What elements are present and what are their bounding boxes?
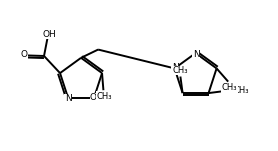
Text: O: O [90, 93, 97, 102]
Text: CH₃: CH₃ [234, 86, 249, 95]
Text: O: O [20, 50, 27, 59]
Text: N: N [193, 50, 200, 59]
Text: N: N [172, 63, 178, 72]
Text: CH₃: CH₃ [173, 66, 188, 75]
Text: CH₃: CH₃ [96, 92, 112, 101]
Text: OH: OH [43, 30, 56, 39]
Text: CH₃: CH₃ [222, 83, 237, 92]
Text: N: N [65, 94, 71, 103]
